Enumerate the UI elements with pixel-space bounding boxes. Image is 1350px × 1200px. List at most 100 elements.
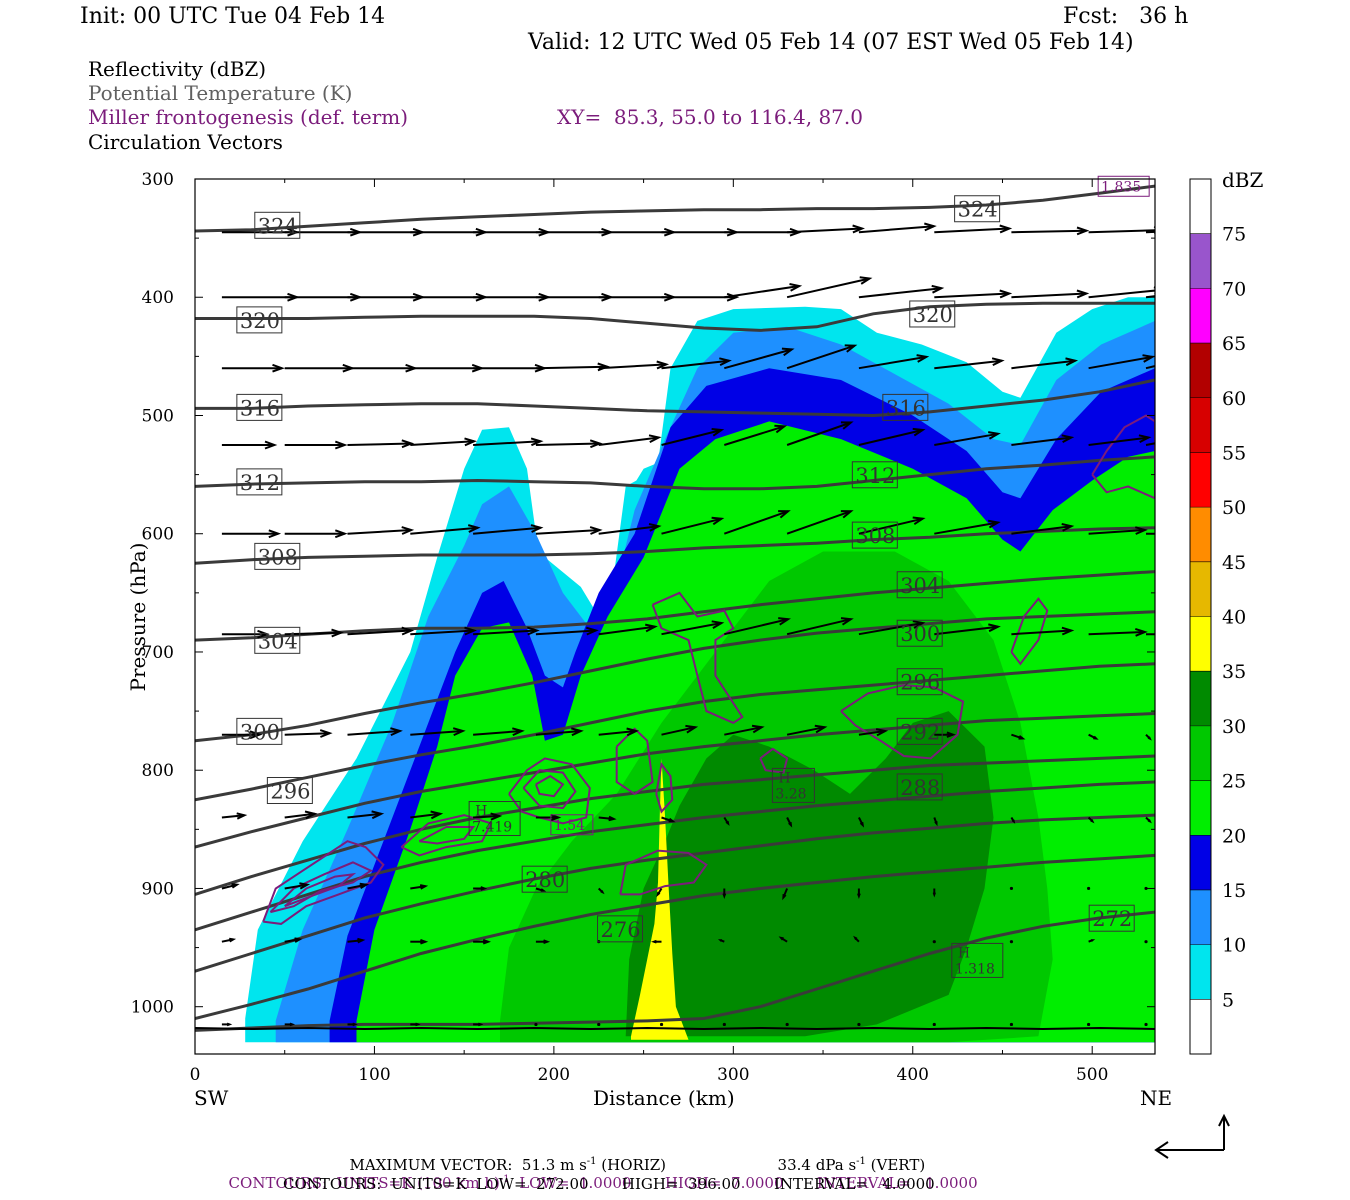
circulation-vector-head: [236, 812, 248, 820]
circulation-vector-head: [988, 519, 1001, 529]
circulation-vector: [786, 344, 855, 370]
colorbar-segment: [1190, 944, 1211, 1000]
circulation-vector-head: [420, 938, 429, 945]
circulation-vector-head: [1061, 434, 1075, 443]
circulation-vector: [1088, 355, 1153, 370]
max-vector-horiz-tail: (HORIZ): [596, 1156, 667, 1174]
theta-label: 304: [900, 574, 940, 598]
circulation-vector: [724, 285, 800, 299]
circulation-vector-head: [1093, 735, 1099, 740]
colorbar-tick-label: 15: [1222, 880, 1246, 902]
circulation-vector: [934, 292, 1010, 299]
theta-contour-304: [195, 570, 1155, 642]
colorbar-tick-label: 25: [1222, 771, 1246, 793]
circulation-vector: [535, 365, 608, 370]
theta-label-box: [254, 626, 301, 654]
circulation-vector: [786, 726, 825, 736]
circulation-vector: [1011, 525, 1072, 535]
colorbar-segment: [1190, 343, 1211, 398]
circulation-vector: [1144, 886, 1148, 891]
circulation-vector: [284, 883, 308, 890]
x-axis-title: Distance (km): [593, 1086, 735, 1110]
y-tick-label: 700: [142, 643, 174, 663]
circulation-vector-head: [527, 626, 540, 636]
colorbar-segment: [1190, 999, 1211, 1054]
circulation-vector: [1088, 436, 1149, 446]
circulation-vector-head: [859, 821, 865, 828]
circulation-vector: [1009, 886, 1014, 891]
frontogenesis-contour: [508, 757, 591, 825]
circulation-vector: [598, 625, 656, 636]
circulation-vector-head: [1061, 626, 1075, 636]
footer-max-vector-vertical: 33.4 dPa s-1 (VERT): [768, 1138, 926, 1174]
theta-label-box: [254, 542, 301, 570]
circulation-vector: [347, 812, 382, 819]
circulation-vector-head: [1212, 226, 1222, 233]
circulation-vector: [724, 726, 762, 736]
colorbar-segment: [1190, 616, 1211, 672]
circulation-vector: [661, 517, 722, 535]
max-vector-horiz-exponent: -1: [586, 1156, 597, 1167]
circulation-vector: [1011, 359, 1076, 370]
theta-label-box: [882, 393, 929, 421]
theta-contour-276: [195, 853, 1155, 1020]
circulation-vector: [786, 421, 852, 446]
circulation-vector-head: [1090, 819, 1095, 824]
colorbar-segment: [1190, 725, 1211, 781]
theta-label: 304: [258, 629, 298, 653]
colorbar-tick-label: 75: [1222, 224, 1246, 246]
circulation-vector-head: [490, 812, 503, 821]
circulation-vector-head: [781, 347, 795, 357]
circulation-vector: [473, 815, 500, 819]
y-axis-title: Pressure (hPa): [126, 542, 150, 692]
theta-label: 324: [958, 198, 998, 222]
circulation-vector: [786, 618, 852, 636]
circulation-vector-head: [1147, 819, 1152, 824]
circulation-vector-head: [1018, 735, 1026, 740]
circulation-vector-head: [774, 424, 788, 434]
reference-vector-icon: [1154, 1113, 1230, 1159]
max-vector-horiz: MAXIMUM VECTOR: 51.3 m s: [349, 1156, 587, 1174]
circulation-vector-head: [814, 724, 828, 734]
contours1-units: CONTOURS: UNITS=K (100 km h): [228, 1174, 500, 1192]
forecast-hour: Fcst: 36 h: [1063, 4, 1189, 29]
circulation-vector: [858, 429, 923, 446]
circulation-vector-head: [711, 516, 725, 526]
circulation-vector: [1088, 631, 1145, 636]
y-tick-label: 800: [142, 761, 174, 781]
circulation-vector-head: [415, 1022, 421, 1027]
circulation-vector: [284, 812, 315, 819]
frontogenesis-max-box: [771, 767, 815, 803]
max-vector-vert-tail: (VERT): [865, 1156, 926, 1174]
circulation-vector: [473, 629, 537, 636]
circulation-vector: [473, 526, 541, 535]
theta-label-box: [266, 777, 313, 804]
x-tick-label: 400: [897, 1065, 929, 1085]
circulation-vector: [535, 442, 600, 446]
theta-label-box: [896, 619, 943, 647]
circulation-vector-head: [788, 821, 793, 828]
circulation-vector: [598, 363, 667, 370]
colorbar-tick-label: 65: [1222, 333, 1246, 355]
circulation-vector-head: [1211, 286, 1221, 293]
colorbar-tick-label: 30: [1222, 716, 1246, 738]
circulation-vector: [1144, 940, 1148, 944]
theta-contour-292: [195, 712, 1155, 849]
legend-potential-temperature: Potential Temperature (K): [88, 81, 353, 105]
circulation-vector: [934, 227, 1010, 234]
legend-reflectivity: Reflectivity (dBZ): [88, 57, 267, 81]
frontogenesis-contour: [651, 591, 744, 725]
circulation-vector: [284, 631, 342, 636]
frontogenesis-contour: [1010, 597, 1049, 666]
frontogenesis-max-label: H: [958, 945, 970, 961]
circulation-vector-head: [626, 727, 640, 737]
frontogenesis-label: 1.54: [554, 818, 585, 834]
circulation-vector-head: [257, 629, 270, 639]
circulation-vector-head: [648, 434, 662, 443]
theta-label: 296: [270, 780, 310, 804]
circulation-vector-head: [844, 344, 858, 353]
circulation-vector: [932, 940, 936, 944]
theta-label-box: [254, 211, 301, 239]
frontogenesis-max-value: 3.28: [775, 786, 806, 802]
circulation-vector: [598, 730, 637, 736]
